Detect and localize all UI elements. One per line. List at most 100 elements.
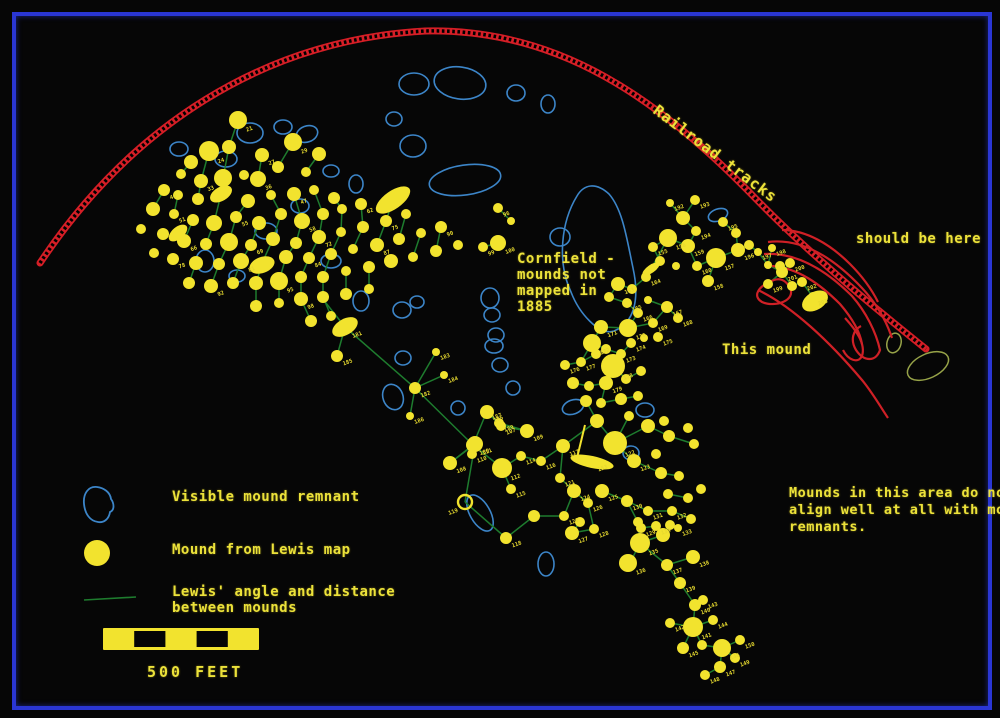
lewis-mound — [567, 377, 579, 389]
lewis-mound — [565, 526, 579, 540]
cornfield-note-line: mounds not — [517, 267, 607, 283]
mound-number-label: 51 — [178, 216, 187, 224]
lewis-mound — [797, 277, 807, 287]
lewis-mound — [692, 261, 702, 271]
mound-number-label: 115 — [515, 491, 526, 500]
lewis-mound — [708, 615, 718, 625]
lewis-mound — [667, 506, 677, 516]
lewis-mound — [493, 203, 503, 213]
lewis-mound — [663, 489, 673, 499]
mound-number-label: 143 — [707, 602, 718, 611]
mound-number-label: 140 — [700, 607, 711, 616]
legend-mound-label: Mound from Lewis map — [172, 542, 351, 558]
mound-remnant-outline — [409, 295, 425, 309]
railroad-track-layer — [36, 27, 930, 419]
lewis-mound — [651, 449, 661, 459]
lewis-mound — [506, 484, 516, 494]
lewis-mound — [229, 111, 247, 129]
lewis-mound — [580, 395, 592, 407]
mound-number-label: 174 — [635, 344, 647, 353]
mound-number-label: 133 — [682, 529, 693, 538]
lewis-mound — [665, 618, 675, 628]
mound-number-label: 196 — [744, 253, 756, 262]
lewis-mound — [596, 398, 606, 408]
lewis-mound — [157, 228, 169, 240]
mound-number-label: 122 — [625, 450, 636, 459]
mound-number-label: 111 — [482, 448, 494, 457]
legend-mound-icon — [84, 540, 110, 566]
lewis-mound — [601, 344, 611, 354]
lewis-mound — [655, 467, 667, 479]
mound-number-label: 150 — [744, 642, 755, 651]
scale-bar-segment — [196, 631, 228, 647]
lewis-mound — [492, 458, 512, 478]
lewis-mound — [619, 554, 637, 572]
lewis-mound — [674, 524, 682, 532]
lewis-mound — [440, 371, 448, 379]
lewis-mound — [666, 199, 674, 207]
mound-number-label: 84 — [314, 261, 323, 269]
lewis-mound — [700, 670, 710, 680]
mound-number-label: 36 — [265, 184, 274, 192]
mound-number-label: 183 — [440, 353, 451, 362]
slide-border-frame — [12, 12, 992, 710]
lewis-mound — [270, 272, 288, 290]
mound-number-label: 132 — [676, 513, 687, 522]
mound-number-label: 145 — [688, 650, 699, 659]
lewis-mound — [648, 318, 658, 328]
legend-remnant-icon — [83, 486, 115, 524]
lewis-mound — [184, 155, 198, 169]
mound-number-label: 158 — [713, 283, 724, 292]
lewis-connector-line — [414, 351, 437, 389]
lewis-mound — [384, 254, 398, 268]
lewis-mound — [337, 204, 347, 214]
mound-number-label: 203 — [817, 299, 828, 308]
lewis-mound — [348, 244, 358, 254]
lewis-mound — [599, 376, 613, 390]
red-contour-line — [763, 252, 882, 361]
mound-remnant-outline — [540, 94, 556, 114]
mound-remnant-outline — [236, 122, 264, 144]
mound-number-label: 163 — [624, 287, 635, 296]
lewis-mound — [326, 311, 336, 321]
lewis-mound — [536, 456, 546, 466]
lewis-mound — [627, 454, 641, 468]
mound-number-label: 55 — [241, 220, 249, 228]
lewis-mound — [718, 217, 728, 227]
lewis-mound — [250, 300, 262, 312]
cornfield-note-line: Cornfield - — [517, 251, 616, 267]
cornfield-note: Cornfield - mounds not mapped in 1885 — [517, 251, 615, 315]
mound-number-label: 117 — [569, 449, 580, 458]
mound-remnant-outline — [433, 65, 487, 101]
lewis-mound — [213, 258, 225, 270]
mound-number-label: 180 — [479, 448, 490, 457]
mound-number-label: 142 — [674, 625, 685, 634]
mound-number-label: 177 — [585, 364, 596, 373]
lewis-mound — [287, 187, 301, 201]
mound-number-labels: 21 24 27 29 33 36 40 47 51 55 58 62 66 69 72 75 78 81 84 87… — [169, 125, 829, 685]
mound-number-label: 81 — [248, 266, 257, 274]
mound-number-label: 164 — [650, 278, 662, 287]
alignment-note-line: Mounds in this area do not — [789, 485, 1000, 501]
mound-remnant-outline — [169, 141, 189, 157]
lewis-mound — [312, 230, 326, 244]
lewis-mound — [290, 237, 302, 249]
red-contour-line — [771, 264, 864, 345]
lewis-mound — [496, 421, 506, 431]
mound-number-label: 193 — [699, 202, 710, 211]
lewis-mound — [590, 414, 604, 428]
lewis-mound — [173, 190, 183, 200]
mound-number-label: 170 — [635, 333, 646, 342]
lewis-mound — [176, 169, 186, 179]
lewis-mound — [266, 232, 280, 246]
mound-number-label: 40 — [169, 193, 177, 201]
lewis-mound — [674, 577, 686, 589]
lewis-mound — [691, 226, 701, 236]
lewis-mound — [673, 313, 683, 323]
lewis-mound — [686, 514, 696, 524]
cornfield-note-line: mapped in — [517, 283, 598, 299]
mound-number-label: 194 — [700, 232, 712, 241]
mound-number-label: 138 — [699, 560, 710, 569]
mound-number-label: 159 — [694, 249, 705, 258]
lewis-mound — [661, 301, 673, 313]
